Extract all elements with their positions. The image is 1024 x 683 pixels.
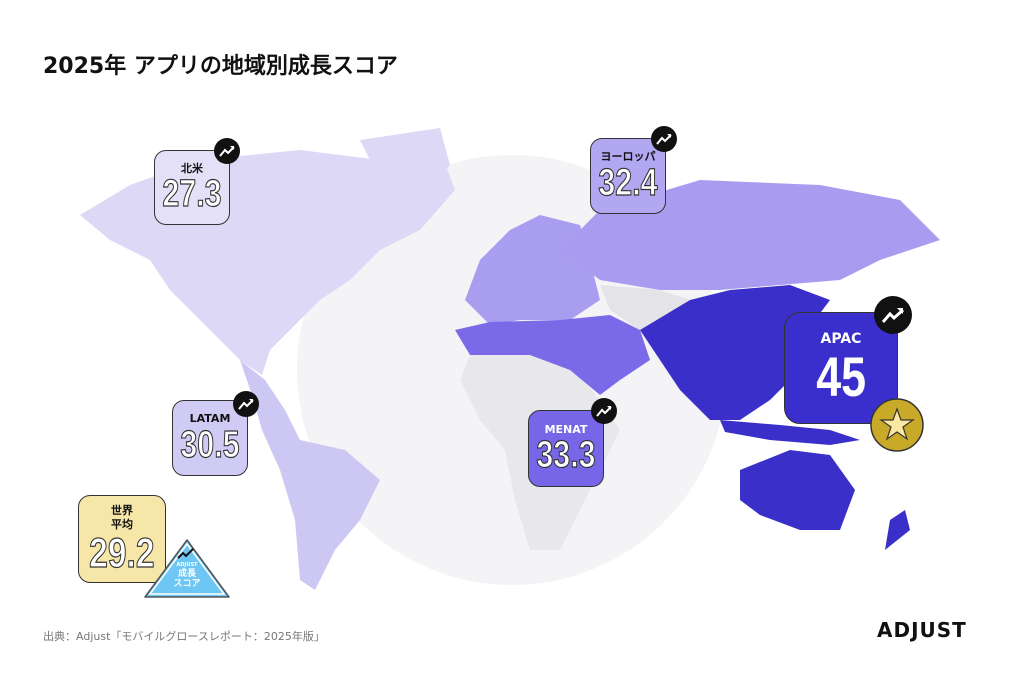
world-average-card: 世界 平均 29.2 (78, 495, 166, 583)
region-label: LATAM (189, 412, 231, 426)
source-note: 出典：Adjust「モバイルグロースレポート：2025年版」 (43, 630, 325, 643)
region-australia (740, 450, 855, 530)
trending-up-icon (214, 138, 240, 164)
region-menat (455, 315, 650, 395)
region-label: APAC (820, 331, 862, 348)
region-latam (240, 360, 380, 590)
region-label: ヨーロッパ (600, 150, 656, 164)
region-score: 32.4 (598, 161, 658, 204)
trending-up-icon (651, 126, 677, 152)
trending-up-icon (233, 391, 259, 417)
adjust-logo: ADJUST (877, 618, 967, 642)
region-card-menat: MENAT 33.3 (528, 410, 604, 487)
region-card-north-america: 北米 27.3 (154, 150, 230, 225)
region-score: 33.3 (536, 434, 596, 477)
region-score: 45 (816, 344, 866, 408)
region-score: 27.3 (162, 173, 222, 216)
region-greenland (360, 128, 450, 205)
region-card-europe: ヨーロッパ 32.4 (590, 138, 666, 214)
growth-score-badge: ADJUST 成長 スコア (142, 537, 232, 601)
world-average-score: 29.2 (89, 528, 155, 576)
star-medal-icon (870, 398, 924, 452)
region-apac (640, 285, 830, 420)
page-title: 2025年 アプリの地域別成長スコア (43, 54, 398, 79)
trending-up-icon (874, 296, 912, 334)
world-average-label-2: 平均 (111, 518, 133, 531)
trending-up-icon (591, 398, 617, 424)
region-indonesia (720, 420, 860, 445)
region-score: 30.5 (180, 423, 240, 466)
region-new-zealand (885, 510, 910, 550)
region-europe (465, 215, 600, 325)
world-average-label-1: 世界 (111, 504, 133, 518)
region-label: 北米 (181, 161, 203, 175)
growth-badge-line2: スコア (173, 579, 201, 589)
region-label: MENAT (544, 422, 588, 436)
growth-badge-brand: ADJUST (176, 562, 198, 568)
growth-badge-line1: 成長 (177, 569, 196, 579)
